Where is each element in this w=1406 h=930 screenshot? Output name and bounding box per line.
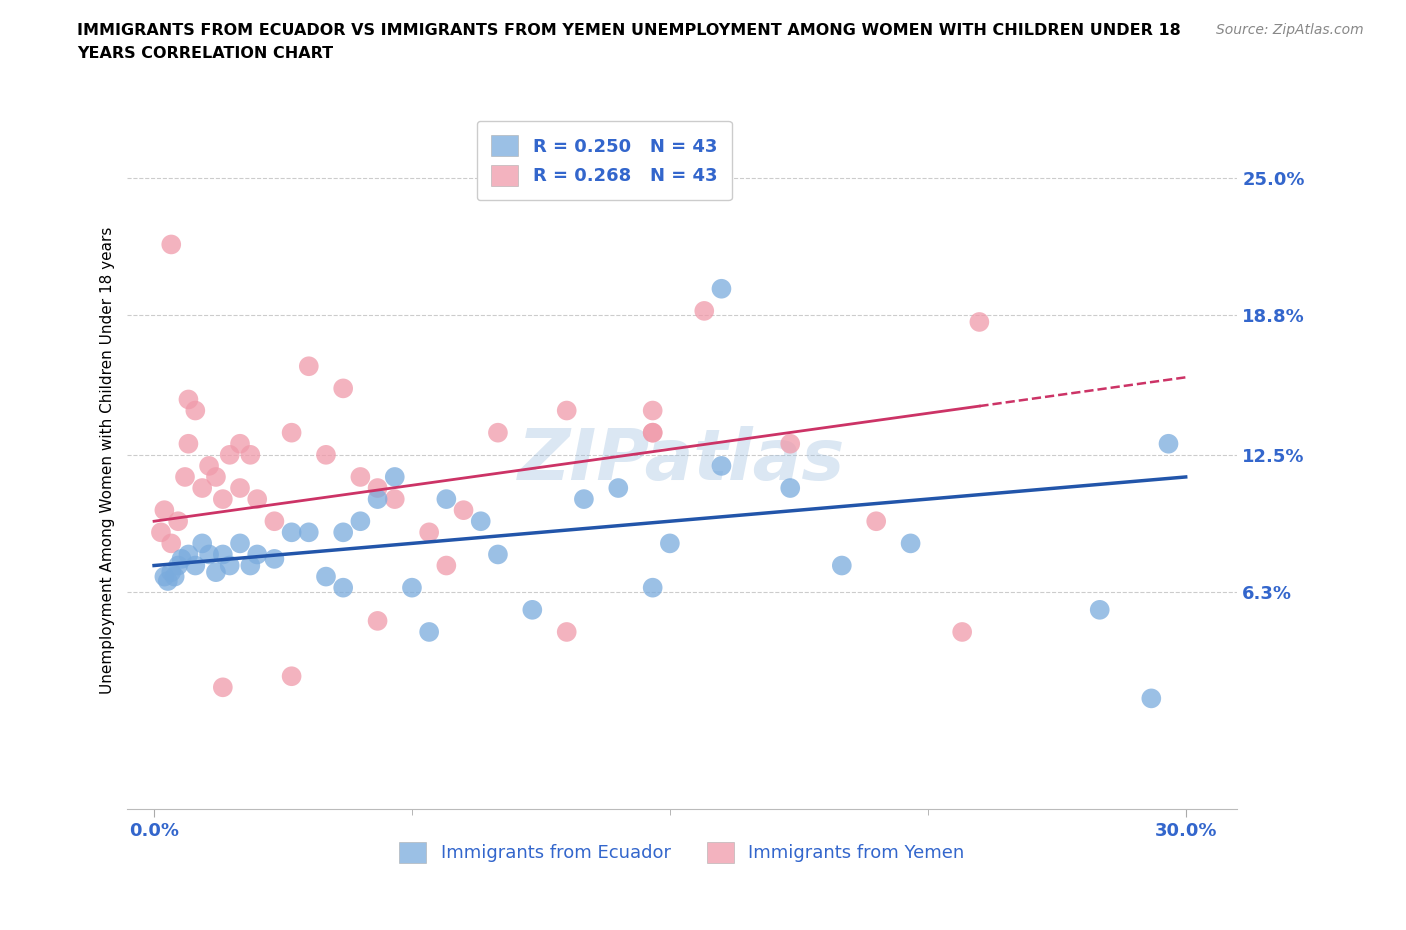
Point (191, 536, 214, 551)
Point (211, 547, 233, 562)
Point (641, 425, 664, 440)
Point (160, 237, 183, 252)
Point (332, 381, 354, 396)
Point (153, 569, 176, 584)
Point (177, 392, 200, 407)
Point (239, 447, 262, 462)
Y-axis label: Unemployment Among Women with Children Under 18 years: Unemployment Among Women with Children U… (100, 227, 115, 694)
Point (153, 503, 176, 518)
Point (607, 481, 630, 496)
Point (779, 436, 801, 451)
Point (167, 558, 190, 573)
Point (555, 403, 578, 418)
Point (693, 303, 716, 318)
Point (418, 525, 440, 539)
Point (572, 492, 595, 507)
Point (167, 513, 190, 528)
Point (658, 536, 681, 551)
Point (865, 513, 887, 528)
Point (367, 614, 389, 629)
Point (280, 425, 302, 440)
Point (401, 580, 423, 595)
Point (950, 625, 973, 640)
Point (160, 565, 183, 579)
Point (149, 525, 172, 539)
Point (298, 359, 321, 374)
Point (641, 580, 664, 595)
Point (522, 603, 544, 618)
Point (218, 447, 240, 462)
Point (156, 574, 179, 589)
Point (969, 314, 991, 329)
Point (184, 558, 207, 573)
Point (434, 558, 457, 573)
Point (211, 492, 233, 507)
Point (160, 536, 183, 551)
Point (246, 492, 269, 507)
Point (779, 481, 801, 496)
Point (332, 580, 354, 595)
Point (263, 513, 285, 528)
Point (486, 425, 509, 440)
Point (332, 525, 354, 539)
Point (486, 547, 509, 562)
Point (434, 492, 457, 507)
Point (349, 513, 371, 528)
Point (641, 403, 664, 418)
Point (315, 447, 337, 462)
Point (315, 569, 337, 584)
Point (1157, 436, 1180, 451)
Point (831, 558, 853, 573)
Point (184, 403, 207, 418)
Point (177, 436, 200, 451)
Point (1088, 603, 1111, 618)
Point (280, 525, 302, 539)
Point (211, 680, 233, 695)
Point (453, 503, 475, 518)
Point (555, 625, 578, 640)
Point (218, 558, 240, 573)
Point (174, 470, 197, 485)
Point (1140, 691, 1163, 706)
Point (384, 492, 406, 507)
Point (900, 536, 922, 551)
Point (205, 470, 228, 485)
Point (229, 436, 252, 451)
Point (280, 669, 302, 684)
Point (298, 525, 321, 539)
Point (246, 547, 269, 562)
Text: YEARS CORRELATION CHART: YEARS CORRELATION CHART (77, 46, 333, 61)
Point (163, 569, 186, 584)
Point (367, 492, 389, 507)
Point (710, 281, 733, 296)
Point (198, 458, 221, 473)
Point (384, 470, 406, 485)
Text: Source: ZipAtlas.com: Source: ZipAtlas.com (1216, 23, 1364, 37)
Point (367, 481, 389, 496)
Point (710, 458, 733, 473)
Point (177, 547, 200, 562)
Point (170, 551, 193, 566)
Text: ZIPatlas: ZIPatlas (519, 426, 845, 495)
Point (641, 425, 664, 440)
Point (239, 558, 262, 573)
Point (470, 513, 492, 528)
Point (205, 565, 228, 579)
Point (229, 481, 252, 496)
Point (349, 470, 371, 485)
Point (263, 551, 285, 566)
Legend: Immigrants from Ecuador, Immigrants from Yemen: Immigrants from Ecuador, Immigrants from… (392, 834, 972, 870)
Point (198, 547, 221, 562)
Point (418, 625, 440, 640)
Point (191, 481, 214, 496)
Point (229, 536, 252, 551)
Text: IMMIGRANTS FROM ECUADOR VS IMMIGRANTS FROM YEMEN UNEMPLOYMENT AMONG WOMEN WITH C: IMMIGRANTS FROM ECUADOR VS IMMIGRANTS FR… (77, 23, 1181, 38)
